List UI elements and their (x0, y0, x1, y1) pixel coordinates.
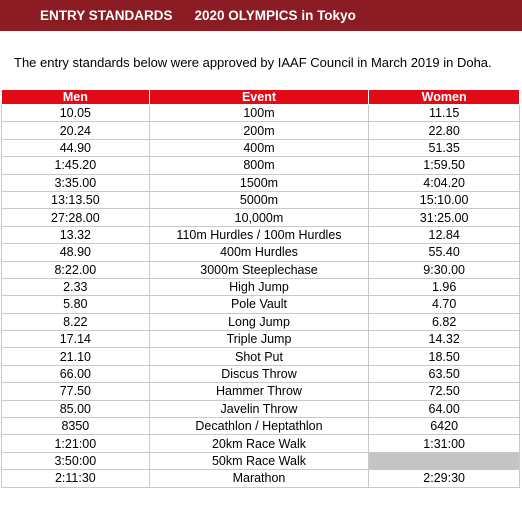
table-row: 20.24 200m 22.80 (1, 121, 520, 140)
cell-event: 20km Race Walk (148, 434, 370, 453)
cell-men: 13:13.50 (1, 190, 150, 210)
cell-women: 22.80 (368, 121, 520, 140)
table-row: 44.90 400m 51.35 (1, 138, 520, 158)
table-row: 5.80 Pole Vault 4.70 (1, 295, 520, 314)
table-row: 13:13.50 5000m 15:10.00 (1, 190, 520, 210)
cell-event: 10,000m (148, 208, 370, 227)
title-banner: ENTRY STANDARDS 2020 OLYMPICS in Tokyo (0, 0, 522, 31)
cell-women (368, 451, 520, 471)
cell-event: Long Jump (148, 312, 370, 332)
cell-women: 4:04.20 (368, 173, 520, 192)
table-row: 77.50 Hammer Throw 72.50 (1, 382, 520, 401)
table-row: 10.05 100m 11.15 (1, 103, 520, 123)
cell-men: 8350 (1, 417, 150, 436)
table-row: 1:21:00 20km Race Walk 1:31:00 (1, 434, 520, 453)
banner-title: ENTRY STANDARDS (40, 8, 173, 23)
cell-event: 400m (148, 138, 370, 158)
cell-event: Shot Put (148, 347, 370, 366)
cell-men: 2:11:30 (1, 469, 150, 488)
table-row: 3:35.00 1500m 4:04.20 (1, 173, 520, 192)
table-row: 3:50:00 50km Race Walk (1, 451, 520, 471)
header-men: Men (1, 89, 150, 105)
table-row: 27:28.00 10,000m 31:25.00 (1, 208, 520, 227)
cell-women: 14.32 (368, 330, 520, 349)
cell-event: 3000m Steeplechase (148, 260, 370, 279)
cell-women: 18.50 (368, 347, 520, 366)
intro-text: The entry standards below were approved … (14, 55, 492, 70)
table-row: 21.10 Shot Put 18.50 (1, 347, 520, 366)
entry-standards-table: Men Event Women 10.05 100m 11.15 20.24 200m 2… (1, 89, 520, 488)
table-row: 17.14 Triple Jump 14.32 (1, 330, 520, 349)
cell-event: High Jump (148, 277, 370, 297)
cell-men: 8:22.00 (1, 260, 150, 279)
table-row: 66.00 Discus Throw 63.50 (1, 364, 520, 384)
table-row: 13.32 110m Hurdles / 100m Hurdles 12.84 (1, 225, 520, 245)
cell-men: 21.10 (1, 347, 150, 366)
cell-men: 66.00 (1, 364, 150, 384)
header-women: Women (368, 89, 520, 105)
cell-men: 44.90 (1, 138, 150, 158)
cell-event: Marathon (148, 469, 370, 488)
cell-women: 4.70 (368, 295, 520, 314)
cell-event: 100m (148, 103, 370, 123)
cell-men: 5.80 (1, 295, 150, 314)
cell-women: 15:10.00 (368, 190, 520, 210)
cell-women: 51.35 (368, 138, 520, 158)
cell-event: Discus Throw (148, 364, 370, 384)
cell-women: 64.00 (368, 399, 520, 419)
cell-men: 85.00 (1, 399, 150, 419)
cell-men: 10.05 (1, 103, 150, 123)
cell-men: 77.50 (1, 382, 150, 401)
cell-women: 72.50 (368, 382, 520, 401)
cell-women: 31:25.00 (368, 208, 520, 227)
banner-subtitle: 2020 OLYMPICS in Tokyo (194, 8, 356, 23)
table-header-row: Men Event Women (1, 89, 520, 105)
table-row: 8:22.00 3000m Steeplechase 9:30.00 (1, 260, 520, 279)
cell-men: 2.33 (1, 277, 150, 297)
cell-men: 1:21:00 (1, 434, 150, 453)
cell-event: Decathlon / Heptathlon (148, 417, 370, 436)
cell-event: Triple Jump (148, 330, 370, 349)
cell-event: 400m Hurdles (148, 243, 370, 262)
cell-event: 110m Hurdles / 100m Hurdles (148, 225, 370, 245)
table-row: 1:45.20 800m 1:59.50 (1, 156, 520, 175)
cell-men: 48.90 (1, 243, 150, 262)
cell-women: 55.40 (368, 243, 520, 262)
cell-women: 11.15 (368, 103, 520, 123)
table-row: 48.90 400m Hurdles 55.40 (1, 243, 520, 262)
cell-women: 1.96 (368, 277, 520, 297)
cell-men: 27:28.00 (1, 208, 150, 227)
cell-event: Hammer Throw (148, 382, 370, 401)
table-row: 8350 Decathlon / Heptathlon 6420 (1, 417, 520, 436)
table-row: 2:11:30 Marathon 2:29:30 (1, 469, 520, 488)
table-row: 85.00 Javelin Throw 64.00 (1, 399, 520, 419)
cell-event: 1500m (148, 173, 370, 192)
cell-event: 800m (148, 156, 370, 175)
cell-event: 5000m (148, 190, 370, 210)
cell-women: 1:31:00 (368, 434, 520, 453)
cell-men: 8.22 (1, 312, 150, 332)
cell-men: 20.24 (1, 121, 150, 140)
header-event: Event (148, 89, 370, 105)
cell-women: 9:30.00 (368, 260, 520, 279)
cell-women: 2:29:30 (368, 469, 520, 488)
cell-men: 1:45.20 (1, 156, 150, 175)
cell-women: 6420 (368, 417, 520, 436)
cell-women: 1:59.50 (368, 156, 520, 175)
table-row: 8.22 Long Jump 6.82 (1, 312, 520, 332)
cell-event: Pole Vault (148, 295, 370, 314)
cell-event: Javelin Throw (148, 399, 370, 419)
cell-men: 3:50:00 (1, 451, 150, 471)
cell-event: 50km Race Walk (148, 451, 370, 471)
cell-men: 17.14 (1, 330, 150, 349)
cell-event: 200m (148, 121, 370, 140)
cell-men: 3:35.00 (1, 173, 150, 192)
cell-men: 13.32 (1, 225, 150, 245)
table-row: 2.33 High Jump 1.96 (1, 277, 520, 297)
cell-women: 63.50 (368, 364, 520, 384)
cell-women: 6.82 (368, 312, 520, 332)
cell-women: 12.84 (368, 225, 520, 245)
